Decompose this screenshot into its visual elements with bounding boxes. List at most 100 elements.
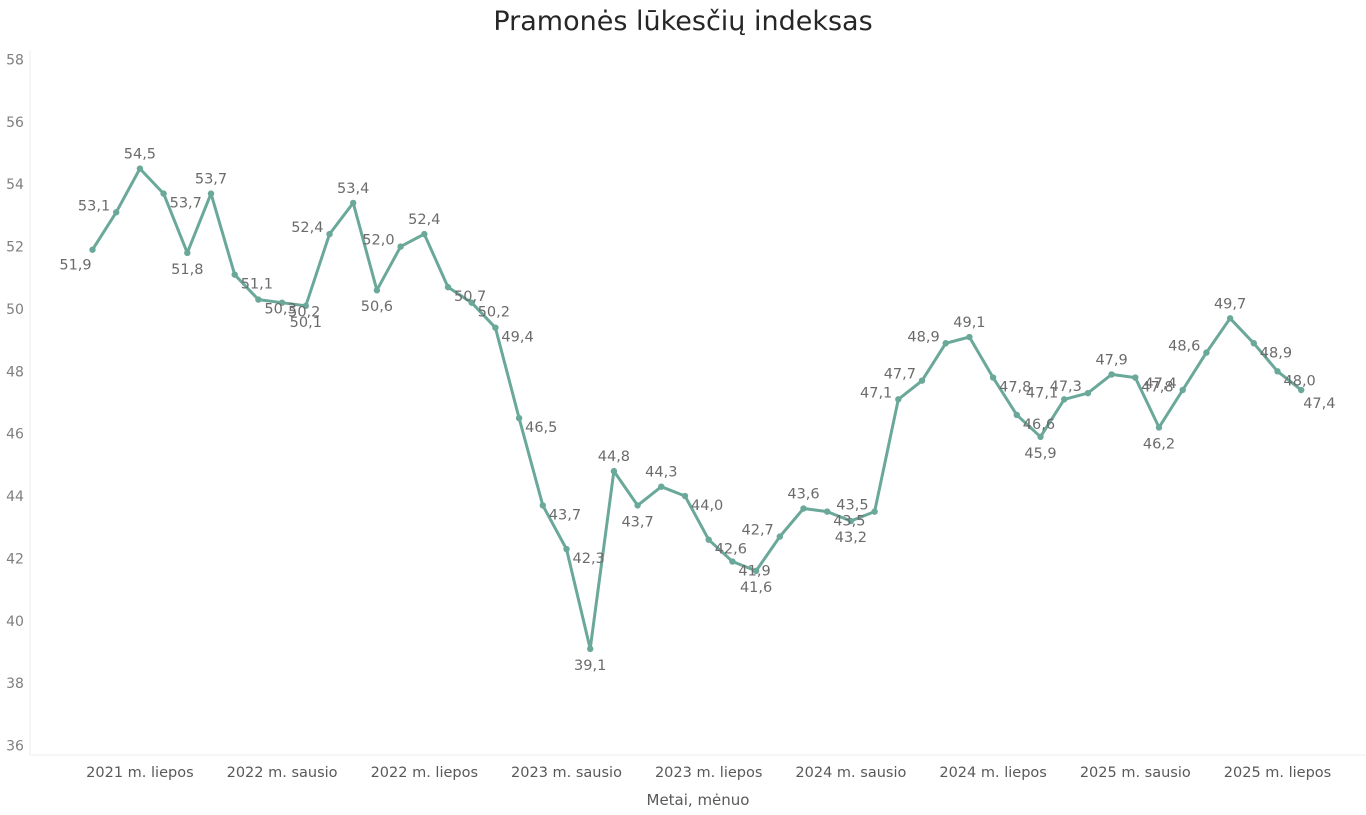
data-point — [397, 243, 404, 250]
data-point — [468, 299, 475, 306]
data-point — [1298, 386, 1305, 394]
y-tick-label: 48 — [6, 364, 24, 380]
data-point — [1179, 386, 1186, 394]
data-labels: 51,953,154,553,751,853,751,150,350,250,1… — [59, 147, 1335, 674]
data-label: 43,7 — [549, 507, 581, 523]
x-tick-label: 2024 m. liepos — [939, 765, 1046, 781]
y-tick-label: 58 — [6, 53, 24, 69]
data-point — [681, 492, 689, 500]
data-point — [421, 230, 428, 238]
data-point — [705, 536, 712, 543]
data-label: 51,8 — [171, 262, 203, 278]
data-label: 51,9 — [59, 258, 91, 274]
data-label: 52,4 — [408, 212, 440, 228]
data-point — [1037, 433, 1044, 440]
data-label: 53,7 — [170, 196, 202, 212]
data-label: 43,7 — [621, 514, 653, 530]
y-tick-label: 46 — [6, 427, 24, 443]
data-point — [800, 505, 807, 512]
data-label: 48,0 — [1284, 373, 1316, 389]
data-label: 49,1 — [953, 315, 985, 331]
data-label: 50,2 — [478, 305, 510, 321]
y-tick-label: 54 — [6, 177, 24, 193]
data-point — [563, 545, 570, 553]
data-label: 47,1 — [1026, 385, 1058, 401]
x-tick-label: 2022 m. sausio — [227, 765, 338, 781]
data-point — [113, 209, 120, 216]
data-label: 54,5 — [124, 147, 156, 163]
data-point — [1155, 424, 1163, 431]
x-tick-label: 2025 m. liepos — [1224, 765, 1331, 781]
data-label: 42,7 — [742, 523, 774, 539]
data-point — [776, 533, 783, 540]
data-label: 44,0 — [691, 498, 723, 514]
data-label: 43,6 — [787, 487, 819, 503]
y-tick-label: 38 — [6, 676, 24, 692]
data-label: 50,6 — [361, 299, 393, 315]
data-point — [1226, 315, 1234, 322]
data-label: 48,9 — [1260, 345, 1292, 361]
data-point — [255, 296, 262, 303]
data-label: 41,9 — [738, 564, 770, 580]
y-axis-ticks: 36 38 40 42 44 46 48 50 52 54 56 58 — [6, 53, 24, 755]
data-label: 50,7 — [454, 289, 486, 305]
data-point — [89, 246, 96, 253]
data-point — [1274, 368, 1281, 375]
data-point — [1250, 340, 1258, 347]
data-point — [1108, 371, 1115, 378]
data-label: 42,6 — [715, 542, 747, 558]
data-label: 47,4 — [1303, 396, 1335, 412]
data-label: 52,4 — [291, 220, 323, 236]
x-tick-label: 2021 m. liepos — [86, 765, 193, 781]
data-label: 46,2 — [1143, 436, 1175, 452]
data-point — [610, 467, 618, 475]
data-point — [1203, 349, 1210, 356]
data-point — [847, 517, 855, 525]
y-tick-label: 56 — [6, 115, 24, 131]
data-point — [350, 199, 357, 207]
y-tick-label: 42 — [6, 551, 24, 567]
y-tick-label: 50 — [6, 302, 24, 318]
data-label: 52,0 — [362, 233, 394, 249]
data-label: 47,4 — [1144, 376, 1176, 392]
data-label: 53,4 — [337, 181, 369, 197]
data-point — [752, 567, 760, 575]
data-label: 44,8 — [598, 449, 630, 465]
data-point — [1061, 396, 1068, 403]
data-point — [326, 230, 333, 238]
data-point — [373, 287, 381, 294]
y-tick-label: 36 — [6, 739, 24, 755]
data-point — [184, 249, 191, 257]
data-point — [918, 377, 926, 384]
data-point — [658, 483, 665, 490]
data-label: 43,5 — [833, 514, 865, 530]
data-label: 50,1 — [290, 315, 322, 331]
data-label: 47,3 — [1050, 379, 1082, 395]
data-label: 47,8 — [1141, 380, 1173, 396]
data-label: 50,2 — [288, 305, 320, 321]
data-label: 47,1 — [860, 385, 892, 401]
series-layer — [89, 165, 1305, 653]
x-tick-label: 2025 m. sausio — [1080, 765, 1191, 781]
data-point — [539, 502, 546, 509]
data-point — [1132, 374, 1139, 381]
data-point — [515, 414, 523, 422]
data-label: 45,9 — [1024, 446, 1056, 462]
x-tick-label: 2024 m. sausio — [795, 765, 906, 781]
data-label: 53,1 — [78, 198, 110, 214]
data-label: 47,9 — [1095, 352, 1127, 368]
data-point — [729, 558, 736, 565]
x-tick-label: 2023 m. sausio — [511, 765, 622, 781]
data-point — [207, 190, 215, 197]
x-tick-label: 2022 m. liepos — [371, 765, 478, 781]
data-label: 49,7 — [1214, 296, 1246, 312]
data-label: 39,1 — [574, 658, 606, 674]
data-label: 47,7 — [884, 367, 916, 383]
data-point — [160, 190, 167, 197]
data-label: 48,6 — [1168, 339, 1200, 355]
y-tick-label: 52 — [6, 240, 24, 256]
data-point — [966, 333, 973, 341]
data-point — [136, 165, 144, 172]
data-label: 41,6 — [740, 580, 772, 596]
